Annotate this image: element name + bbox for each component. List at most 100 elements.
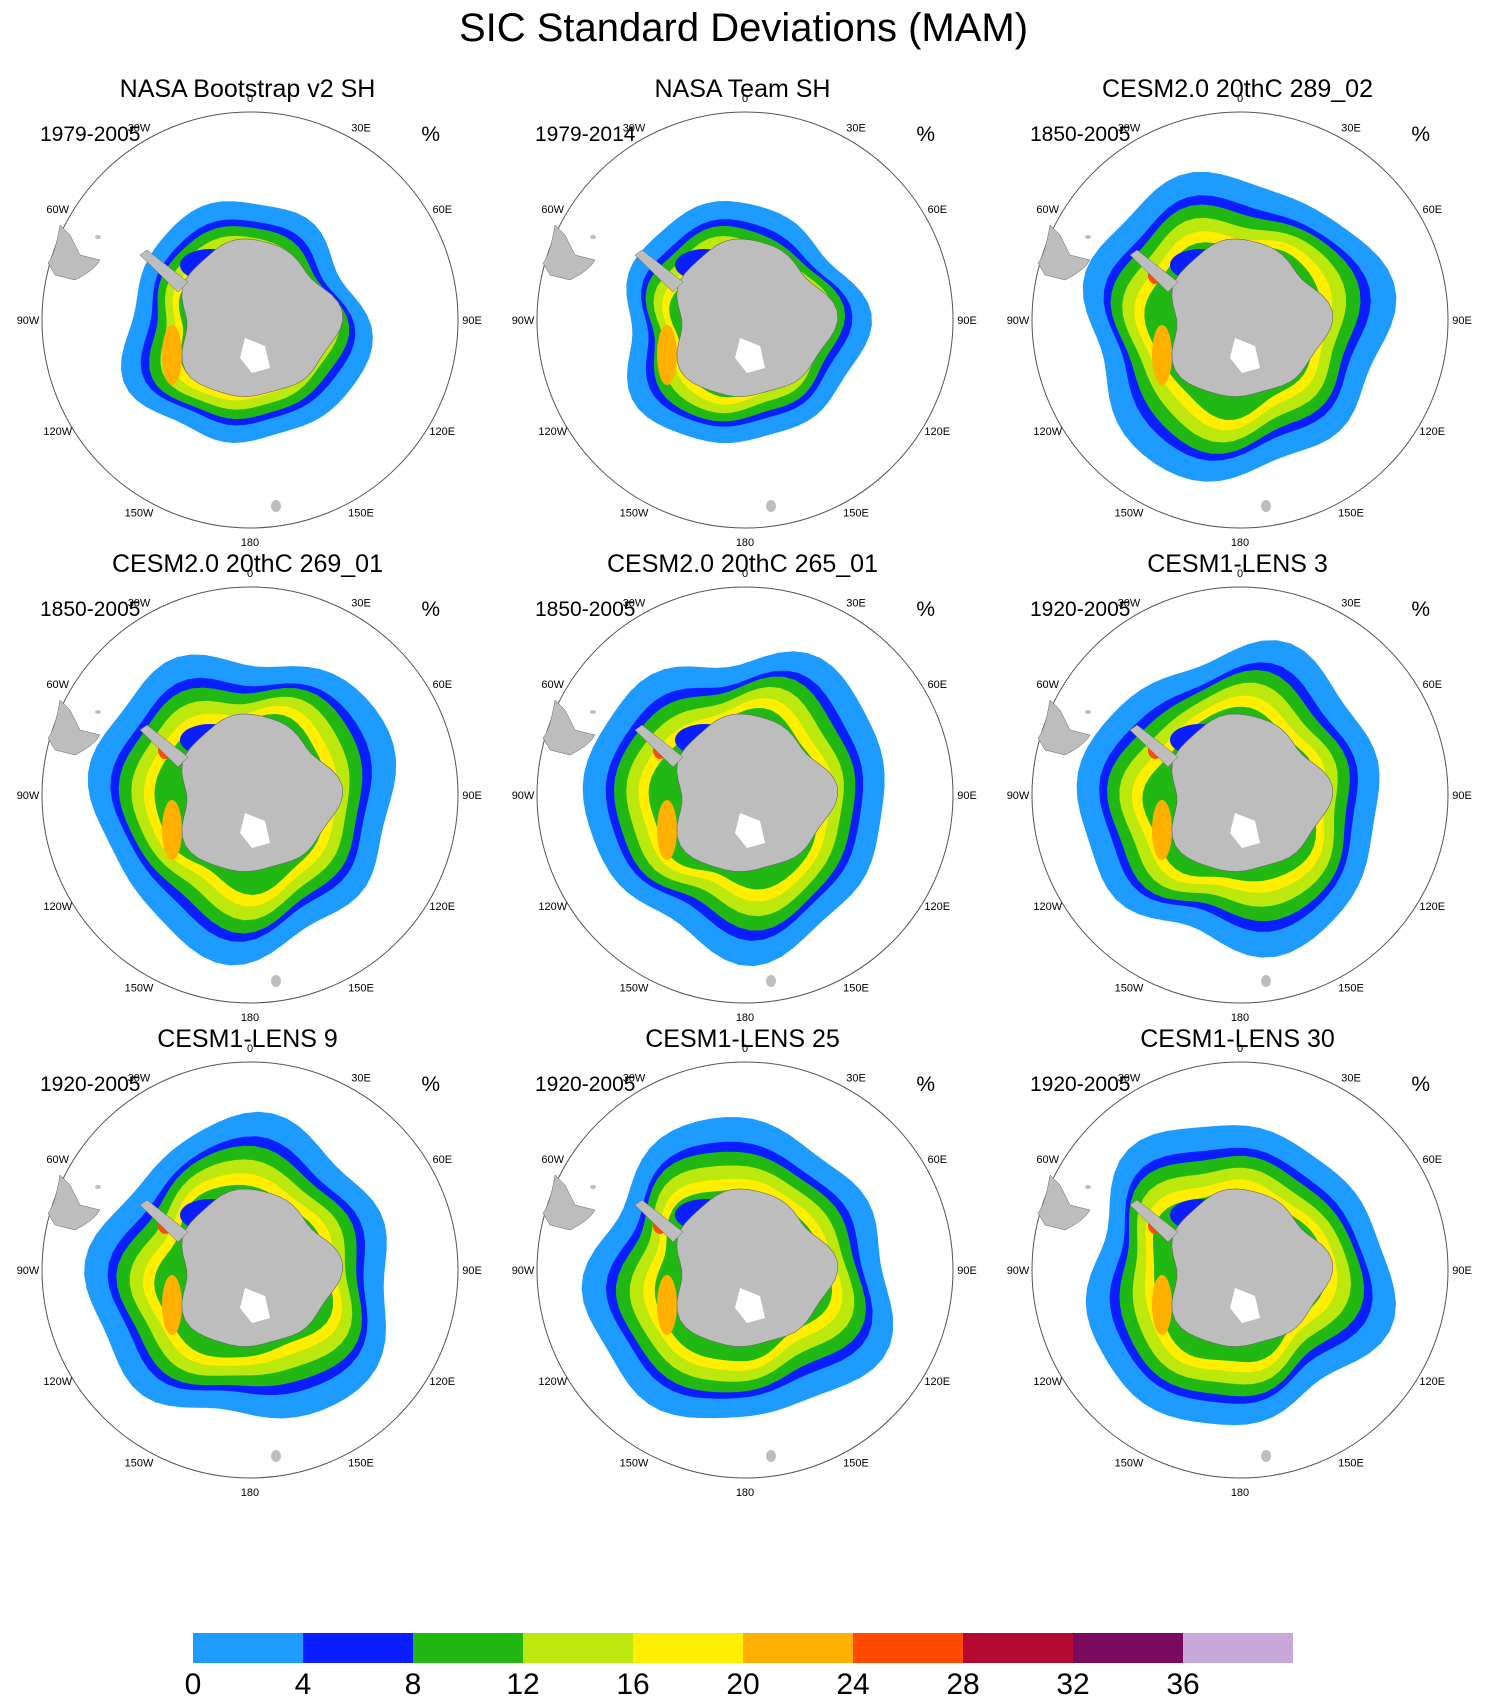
ice-hotspot bbox=[1152, 800, 1172, 860]
longitude-label: 180 bbox=[241, 1012, 259, 1024]
longitude-label: 90W bbox=[1007, 1265, 1030, 1277]
panel-title: NASA Team SH bbox=[654, 75, 831, 103]
antarctic-peninsula bbox=[634, 1199, 684, 1243]
colorbar bbox=[193, 1633, 1293, 1663]
antarctic-peninsula bbox=[1129, 1199, 1179, 1243]
longitude-label: 60E bbox=[432, 204, 452, 216]
longitude-label: 30W bbox=[623, 1073, 646, 1085]
longitude-label: 60E bbox=[927, 204, 947, 216]
longitude-label: 120E bbox=[429, 901, 455, 913]
new-zealand-tip bbox=[766, 1450, 776, 1462]
longitude-label: 60E bbox=[1422, 1154, 1442, 1166]
longitude-label: 120W bbox=[43, 426, 72, 438]
longitude-label: 120E bbox=[1419, 901, 1445, 913]
south-america-tip bbox=[1037, 224, 1091, 281]
longitude-label: 90W bbox=[512, 1265, 535, 1277]
longitude-label: 120W bbox=[43, 901, 72, 913]
longitude-label: 30W bbox=[128, 123, 151, 135]
ice-hotspot bbox=[657, 1275, 677, 1335]
antarctic-peninsula bbox=[139, 1199, 189, 1243]
period-label: 1979-2014 bbox=[535, 123, 636, 146]
colorbar-tick-label: 28 bbox=[946, 1668, 980, 1701]
longitude-label: 60W bbox=[46, 1154, 69, 1166]
south-america-tip bbox=[1037, 699, 1091, 756]
island bbox=[590, 235, 596, 239]
new-zealand-tip bbox=[1261, 500, 1271, 512]
colorbar-tick-label: 36 bbox=[1166, 1668, 1200, 1701]
map-panel: NASA Bootstrap v2 SH 0 30E 60E 90E 120E 150E 18… bbox=[0, 75, 495, 590]
colorbar-tick-label: 32 bbox=[1056, 1668, 1090, 1701]
longitude-label: 30W bbox=[1118, 123, 1141, 135]
south-america-tip bbox=[1037, 1174, 1091, 1231]
longitude-label: 90W bbox=[1007, 315, 1030, 327]
south-america-tip bbox=[542, 699, 596, 756]
longitude-label: 0 bbox=[742, 93, 748, 105]
polar-map: 0 30E 60E 90E 120E 150E 180 150W 120W 90W 60W 30W bbox=[17, 568, 482, 1024]
south-america-tip bbox=[542, 224, 596, 281]
longitude-label: 0 bbox=[742, 1043, 748, 1055]
antarctic-peninsula bbox=[139, 724, 189, 768]
polar-map: 0 30E 60E 90E 120E 150E 180 150W 120W 90W 60W 30W bbox=[17, 1043, 482, 1499]
colorbar-segment bbox=[633, 1633, 743, 1663]
longitude-label: 120E bbox=[924, 1376, 950, 1388]
longitude-label: 90E bbox=[462, 315, 482, 327]
longitude-label: 150E bbox=[348, 982, 374, 994]
longitude-label: 150W bbox=[620, 982, 649, 994]
longitude-label: 60W bbox=[46, 204, 69, 216]
ice-hotspot bbox=[1152, 325, 1172, 385]
ice-shelf bbox=[735, 338, 765, 373]
polar-map: 0 30E 60E 90E 120E 150E 180 150W 120W 90W 60W 30W bbox=[512, 93, 977, 549]
longitude-label: 150W bbox=[1115, 1457, 1144, 1469]
panel-title: CESM1-LENS 9 bbox=[157, 1025, 338, 1053]
island bbox=[95, 710, 101, 714]
colorbar-segment bbox=[1183, 1633, 1293, 1663]
longitude-label: 30E bbox=[351, 598, 371, 610]
ice-shelf bbox=[735, 1288, 765, 1323]
colorbar-tick-label: 8 bbox=[404, 1668, 422, 1701]
polar-map: 0 30E 60E 90E 120E 150E 180 150W 120W 90W 60W 30W bbox=[1007, 568, 1472, 1024]
longitude-label: 30E bbox=[846, 1073, 866, 1085]
colorbar-tick-label: 4 bbox=[294, 1668, 312, 1701]
units-label: % bbox=[916, 1073, 935, 1096]
longitude-label: 90W bbox=[512, 315, 535, 327]
polar-map: 0 30E 60E 90E 120E 150E 180 150W 120W 90W 60W 30W bbox=[512, 1043, 977, 1499]
ice-shelf bbox=[240, 1288, 270, 1323]
polar-map: 0 30E 60E 90E 120E 150E 180 150W 120W 90W 60W 30W bbox=[1007, 1043, 1472, 1499]
longitude-label: 60E bbox=[927, 679, 947, 691]
colorbar-segment bbox=[1073, 1633, 1183, 1663]
antarctica-landmass bbox=[1171, 238, 1334, 397]
longitude-label: 120W bbox=[538, 901, 567, 913]
colorbar-segment bbox=[303, 1633, 413, 1663]
longitude-label: 0 bbox=[247, 93, 253, 105]
ice-hotspot bbox=[657, 325, 677, 385]
longitude-label: 90W bbox=[17, 790, 40, 802]
new-zealand-tip bbox=[271, 500, 281, 512]
longitude-label: 120W bbox=[1033, 901, 1062, 913]
longitude-label: 30E bbox=[1341, 1073, 1361, 1085]
longitude-label: 60W bbox=[1036, 1154, 1059, 1166]
antarctic-peninsula bbox=[1129, 249, 1179, 293]
longitude-label: 120E bbox=[924, 426, 950, 438]
longitude-label: 60E bbox=[1422, 204, 1442, 216]
longitude-label: 180 bbox=[1231, 1487, 1249, 1499]
map-panel: CESM2.0 20thC 289_02 0 30E 60E 90E 120E 150E 18… bbox=[990, 75, 1485, 590]
longitude-label: 0 bbox=[742, 568, 748, 580]
panel-title: CESM1-LENS 25 bbox=[645, 1025, 840, 1053]
longitude-label: 90E bbox=[462, 1265, 482, 1277]
longitude-label: 30W bbox=[128, 1073, 151, 1085]
longitude-label: 90E bbox=[1452, 315, 1472, 327]
island bbox=[590, 1185, 596, 1189]
longitude-label: 0 bbox=[247, 1043, 253, 1055]
longitude-label: 30W bbox=[1118, 1073, 1141, 1085]
period-label: 1920-2005 bbox=[1030, 1073, 1131, 1096]
ice-hotspot bbox=[657, 800, 677, 860]
map-panel: CESM2.0 20thC 269_01 0 30E 60E 90E 120E 150E 18… bbox=[0, 550, 495, 1065]
longitude-label: 30W bbox=[1118, 598, 1141, 610]
longitude-label: 150E bbox=[1338, 1457, 1364, 1469]
longitude-label: 150W bbox=[1115, 507, 1144, 519]
longitude-label: 60E bbox=[927, 1154, 947, 1166]
period-label: 1850-2005 bbox=[40, 598, 141, 621]
longitude-label: 30W bbox=[623, 123, 646, 135]
longitude-label: 60W bbox=[46, 679, 69, 691]
colorbar-segment bbox=[853, 1633, 963, 1663]
